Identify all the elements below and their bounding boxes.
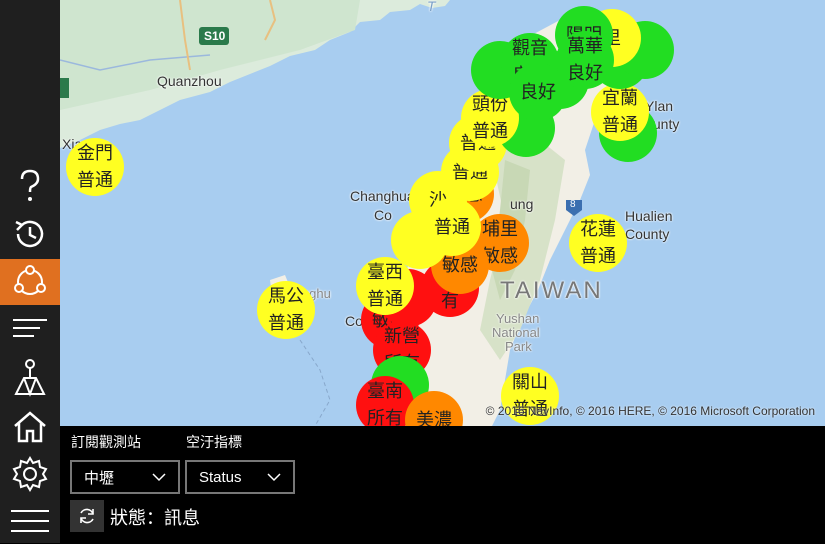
station-status: 普通	[268, 313, 304, 334]
help-icon[interactable]	[0, 163, 60, 209]
station-marker-north-b[interactable]: 良好	[509, 63, 567, 121]
map-label-yilan: Ylan	[645, 98, 674, 114]
station-select[interactable]: 中壢	[70, 460, 180, 494]
history-icon[interactable]	[0, 211, 60, 257]
station-name: 臺西	[367, 262, 403, 283]
station-status: 敏感	[482, 246, 518, 267]
map-label-yushan-national: National	[492, 325, 540, 340]
station-name: 花蓮	[580, 219, 616, 240]
station-marker-hualien[interactable]: 花蓮 普通	[569, 214, 627, 272]
list-icon[interactable]	[0, 307, 60, 353]
map-view[interactable]: T S10 8 Quanzhou Xiamen Changhua Co Peng…	[60, 0, 825, 426]
map-label-penghu-co: Co	[345, 313, 363, 329]
station-name: 埔里	[482, 219, 518, 240]
station-status: 普通	[434, 216, 470, 238]
station-marker-taixi[interactable]: 臺西 普通	[356, 257, 414, 315]
station-name: 關山	[512, 372, 548, 393]
station-status: 所有	[367, 408, 403, 426]
station-status: 普通	[77, 170, 113, 191]
station-marker-kinmen[interactable]: 金門 普通	[66, 138, 124, 196]
station-name: 觀音	[512, 38, 548, 59]
station-name: 美濃	[416, 409, 452, 427]
station-status: 良好	[567, 63, 603, 84]
map-label-hualien: Hualien	[625, 208, 673, 224]
map-label-quanzhou: Quanzhou	[157, 73, 222, 89]
station-name: 頭份	[472, 94, 508, 115]
station-marker-guanshan[interactable]: 關山 普通	[501, 367, 559, 425]
refresh-button[interactable]	[70, 500, 104, 532]
map-label-yushan: Yushan	[496, 311, 540, 326]
map-label-yushan-park: Park	[505, 339, 532, 354]
station-marker-penghu[interactable]: 馬公 普通	[257, 281, 315, 339]
station-marker-changhua[interactable]: 普通	[423, 198, 481, 256]
index-label: 空汙指標	[186, 435, 242, 451]
station-status: 普通	[602, 115, 638, 136]
station-select-value: 中壢	[84, 469, 115, 487]
station-name: 宜蘭	[602, 88, 638, 109]
station-label: 訂閱觀測站	[71, 435, 141, 451]
map-label-nantou: ung	[510, 196, 534, 212]
map-label-changhua-co: Co	[374, 207, 392, 223]
station-status: 普通	[472, 121, 508, 142]
road-shield-8: 8	[570, 199, 576, 210]
home-icon[interactable]	[0, 404, 60, 450]
station-status: 普通	[367, 289, 403, 310]
index-select[interactable]: Status	[185, 460, 295, 494]
station-marker-wanhua[interactable]: 萬華 良好	[556, 31, 614, 89]
share-icon[interactable]	[0, 259, 60, 305]
station-marker-yilan[interactable]: 宜蘭 普通	[591, 83, 649, 141]
map-label-changhua: Changhua	[350, 188, 415, 204]
menu-icon[interactable]	[0, 498, 60, 544]
station-status: 普通	[580, 246, 616, 267]
station-status: 良好	[520, 81, 556, 103]
station-name: 新營	[384, 326, 420, 347]
station-status: 普通	[512, 399, 548, 420]
station-status: 有	[441, 291, 459, 312]
refresh-icon	[80, 508, 94, 524]
map-copyright: © 2016 NavInfo, © 2016 HERE, © 2016 Micr…	[485, 404, 815, 418]
station-status: 敏感	[442, 254, 478, 276]
map-icon[interactable]	[0, 355, 60, 401]
sidebar	[0, 0, 60, 543]
station-name: 萬華	[567, 36, 603, 57]
chevron-down-icon	[267, 473, 281, 482]
status-text: 狀態：訊息	[110, 508, 200, 529]
settings-icon[interactable]	[0, 451, 60, 497]
station-name: 臺南	[367, 381, 403, 402]
road-shield-s10: S10	[204, 29, 226, 43]
map-label-hualien-county: County	[625, 226, 670, 242]
station-name: 馬公	[268, 286, 304, 307]
index-select-value: Status	[199, 468, 242, 486]
map-label-top: T	[427, 0, 436, 14]
station-name: 金門	[77, 143, 113, 164]
chevron-down-icon	[152, 473, 166, 482]
station-marker-tainan[interactable]: 臺南 所有	[356, 376, 414, 426]
control-panel: 訂閱觀測站 空汙指標 中壢 Status 狀態：訊息	[60, 426, 825, 543]
map-label-taiwan: TAIWAN	[500, 277, 603, 304]
